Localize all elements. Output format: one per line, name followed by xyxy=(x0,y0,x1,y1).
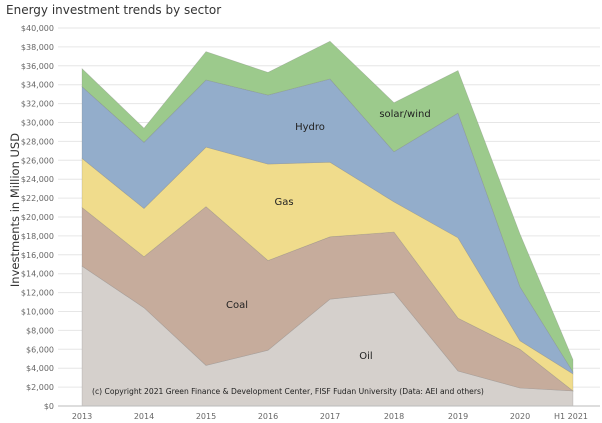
y-tick-label: $12,000 xyxy=(21,289,54,298)
area-label-hydro: Hydro xyxy=(295,122,325,133)
x-tick-label: 2019 xyxy=(448,412,468,421)
y-axis: $0 $2,000 $4,000 $6,000 $8,000 $10,000 $12,000… xyxy=(21,24,54,411)
x-tick-label: 2013 xyxy=(72,412,92,421)
x-tick-label: 2014 xyxy=(134,412,154,421)
x-tick-label: 2015 xyxy=(196,412,216,421)
y-tick-label: $16,000 xyxy=(21,251,54,260)
y-tick-label: $30,000 xyxy=(21,119,54,128)
y-tick-label: $26,000 xyxy=(21,156,54,165)
y-tick-label: $6,000 xyxy=(26,345,54,354)
y-tick-label: $0 xyxy=(44,402,54,411)
y-axis-title: Investments in Million USD xyxy=(8,133,22,287)
area-series-group xyxy=(81,40,574,407)
area-label-coal: Coal xyxy=(226,300,248,311)
y-tick-label: $36,000 xyxy=(21,62,54,71)
y-tick-label: $34,000 xyxy=(21,81,54,90)
area-label-oil: Oil xyxy=(359,351,372,362)
y-tick-label: $14,000 xyxy=(21,270,54,279)
chart-title: Energy investment trends by sector xyxy=(6,3,222,17)
y-tick-label: $38,000 xyxy=(21,43,54,52)
area-solar-wind xyxy=(81,40,574,374)
y-tick-label: $28,000 xyxy=(21,137,54,146)
y-tick-label: $18,000 xyxy=(21,232,54,241)
x-tick-label: 2016 xyxy=(258,412,278,421)
copyright-note: (c) Copyright 2021 Green Finance & Devel… xyxy=(92,387,484,396)
y-tick-label: $32,000 xyxy=(21,100,54,109)
y-tick-label: $40,000 xyxy=(21,24,54,33)
area-coal xyxy=(81,206,574,392)
y-tick-label: $20,000 xyxy=(21,213,54,222)
x-tick-label: 2018 xyxy=(384,412,404,421)
y-tick-label: $4,000 xyxy=(26,364,54,373)
x-tick-label: 2017 xyxy=(320,412,340,421)
y-tick-label: $22,000 xyxy=(21,194,54,203)
x-axis: 2013 2014 2015 2016 2017 2018 2019 2020 H1 2021 xyxy=(72,412,588,421)
y-tick-label: $24,000 xyxy=(21,175,54,184)
area-label-gas: Gas xyxy=(274,197,293,208)
y-tick-label: $10,000 xyxy=(21,308,54,317)
x-tick-label: 2020 xyxy=(510,412,530,421)
area-label-solar-wind: solar/wind xyxy=(379,109,430,120)
y-tick-label: $8,000 xyxy=(26,326,54,335)
y-tick-label: $2,000 xyxy=(26,383,54,392)
x-tick-label: H1 2021 xyxy=(554,412,588,421)
